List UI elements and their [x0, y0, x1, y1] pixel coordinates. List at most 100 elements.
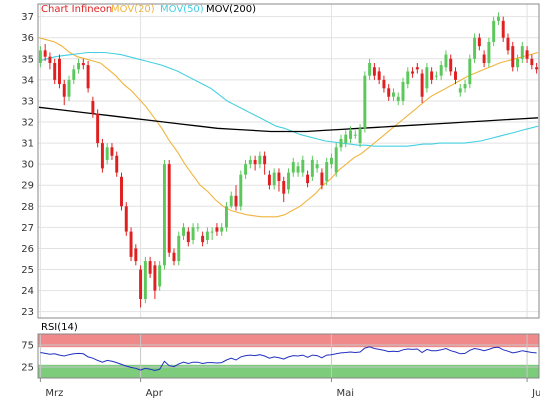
candle-body — [496, 16, 500, 21]
rsi-bands — [38, 334, 539, 378]
candle-body — [391, 92, 395, 97]
price-y-tick-label: 28 — [21, 202, 34, 213]
price-y-tick-label: 34 — [21, 75, 34, 86]
candle-body — [382, 79, 386, 89]
candle-body — [520, 46, 524, 59]
candle-body — [372, 67, 376, 76]
candle-body — [100, 143, 104, 169]
legend-mov200: MOV(200) — [206, 4, 256, 15]
candle-body — [134, 248, 138, 262]
price-y-tick-label: 31 — [21, 139, 34, 150]
candle-body — [272, 172, 276, 186]
candle-body — [501, 20, 505, 38]
candle-body — [368, 63, 372, 76]
candle-body — [358, 128, 362, 144]
price-y-tick-label: 33 — [21, 96, 34, 107]
candle-body — [129, 231, 133, 257]
candle-body — [263, 155, 267, 165]
candle-body — [110, 147, 114, 156]
candle-body — [411, 71, 415, 74]
price-y-tick-label: 23 — [21, 307, 34, 318]
candle-body — [220, 227, 224, 232]
x-tick-label: Mai — [336, 388, 354, 399]
candle-body — [153, 265, 157, 291]
candle-body — [482, 54, 486, 64]
candle-body — [525, 50, 529, 59]
candle-body — [516, 58, 520, 68]
candle-body — [506, 37, 510, 51]
candle-body — [205, 231, 209, 241]
candle-body — [363, 75, 367, 129]
candle-body — [215, 227, 219, 232]
ma-line-mov50 — [38, 51, 539, 147]
rsi-title: RSI(14) — [41, 322, 78, 333]
candle-body — [148, 261, 152, 274]
candle-body — [224, 206, 228, 228]
candle-body — [434, 75, 438, 77]
x-tick-label: Mrz — [45, 388, 63, 399]
candle-body — [477, 37, 481, 47]
candle-body — [473, 37, 477, 59]
candle-body — [468, 58, 472, 85]
price-y-tick-label: 27 — [21, 223, 34, 234]
price-y-tick-label: 35 — [21, 54, 34, 65]
candle-body — [449, 58, 453, 72]
price-y-tick-label: 29 — [21, 181, 34, 192]
candle-body — [67, 79, 71, 97]
legend-title: Chart Infineon — [41, 4, 112, 15]
ma-line-mov20 — [38, 37, 539, 218]
candle-body — [458, 88, 462, 93]
rsi-oversold-band — [38, 364, 539, 378]
chart-legend: Chart Infineon MOV(20) MOV(50) MOV(200) — [41, 4, 256, 15]
candle-body — [91, 100, 95, 114]
candle-body — [158, 265, 162, 287]
candle-body — [139, 269, 143, 300]
candle-body — [162, 164, 166, 266]
candle-body — [320, 172, 324, 186]
candle-body — [258, 155, 262, 165]
candle-body — [492, 20, 496, 42]
candle-body — [430, 71, 434, 80]
candle-body — [396, 96, 400, 101]
candle-body — [339, 138, 343, 148]
candle-body — [511, 46, 515, 68]
candle-body — [143, 261, 147, 300]
candle-body — [349, 130, 353, 139]
candle-body — [344, 134, 348, 144]
candle-body — [444, 54, 448, 68]
candle-body — [239, 174, 243, 207]
candle-body — [401, 81, 405, 101]
candle-body — [167, 164, 171, 253]
candle-body — [182, 227, 186, 236]
candle-body — [196, 227, 200, 229]
candle-body — [229, 195, 233, 207]
candle-body — [301, 159, 305, 173]
price-y-tick-label: 36 — [21, 33, 34, 44]
legend-mov20: MOV(20) — [111, 4, 155, 15]
candle-body — [425, 67, 429, 89]
price-y-tick-label: 24 — [21, 286, 34, 297]
candle-body — [487, 41, 491, 64]
candle-body — [57, 58, 61, 85]
candle-body — [86, 65, 90, 89]
candle-body — [535, 67, 539, 70]
candle-body — [329, 157, 333, 165]
candle-body — [96, 113, 100, 144]
price-grid — [38, 4, 539, 318]
ma-line-mov200 — [38, 106, 539, 133]
candle-body — [267, 174, 271, 186]
candle-body — [353, 134, 357, 136]
price-y-tick-label: 30 — [21, 160, 34, 171]
rsi-y-tick-labels: 75 25 — [21, 341, 34, 374]
moving-average-lines — [38, 37, 539, 218]
price-y-tick-labels: 37 36 35 34 33 32 31 30 29 28 27 26 25 24 23 — [21, 12, 34, 318]
x-axis: Mrz Apr Mai Jun — [39, 378, 540, 399]
rsi-grid — [38, 334, 539, 378]
candle-body — [253, 159, 257, 165]
candle-body — [415, 67, 419, 70]
price-y-tick-label: 32 — [21, 118, 34, 129]
candle-body — [177, 235, 181, 262]
candle-body — [81, 63, 85, 66]
candle-body — [463, 84, 467, 89]
